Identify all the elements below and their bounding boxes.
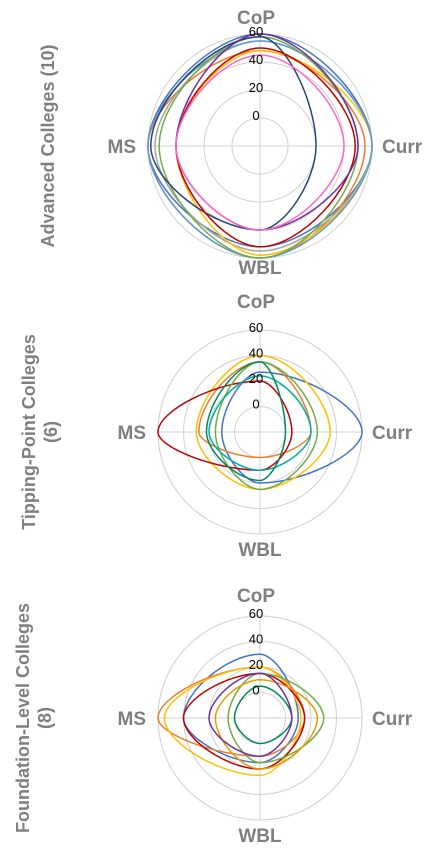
- tick-label: 40: [249, 632, 263, 647]
- axis-label-bottom: WBL: [238, 258, 282, 279]
- axis-label-left: MS: [108, 137, 137, 158]
- series-line: [227, 672, 325, 764]
- tick-label: 0: [252, 397, 259, 412]
- series-line: [198, 361, 312, 459]
- series-line: [208, 375, 312, 472]
- tick-label: 20: [249, 80, 263, 95]
- panel-title-line: Foundation-Level Colleges: [13, 603, 33, 833]
- series-line: [163, 666, 302, 777]
- panel-title-line: Advanced Colleges (10): [38, 44, 58, 247]
- tick-label: 60: [249, 606, 263, 621]
- axis-label-right: Curr: [382, 137, 423, 158]
- tick-label: 60: [249, 320, 263, 335]
- series-line: [214, 361, 319, 491]
- panel-title-line: Tipping-Point Colleges: [19, 334, 39, 530]
- radar-panel-2: 0 20 40 60 CoP Curr WBL MS Tipping-Point College…: [19, 292, 413, 561]
- axis-label-left: MS: [118, 423, 147, 444]
- tick-label: 60: [249, 24, 263, 39]
- panel-title-line: (8): [35, 707, 55, 729]
- tick-label: 20: [249, 657, 263, 672]
- series-line: [220, 371, 363, 484]
- tick-label: 40: [249, 346, 263, 361]
- tick-label: 0: [252, 683, 259, 698]
- axis-label-right: Curr: [372, 423, 413, 444]
- series-line: [214, 678, 319, 770]
- axis-label-top: CoP: [237, 8, 275, 29]
- axis-label-top: CoP: [237, 292, 275, 313]
- axis-label-left: MS: [118, 709, 147, 730]
- series-line: [175, 47, 356, 248]
- panel-title: Foundation-Level Colleges (8): [13, 603, 55, 833]
- axis-label-right: Curr: [372, 709, 413, 730]
- series-line: [175, 54, 345, 231]
- series-line: [157, 380, 293, 472]
- series-line: [205, 361, 287, 482]
- series-line: [233, 685, 293, 745]
- panel-title: Tipping-Point Colleges (6): [19, 334, 61, 530]
- panel-title-line: (6): [41, 421, 61, 443]
- axis-label-bottom: WBL: [238, 826, 282, 847]
- series-line: [208, 672, 293, 758]
- axis-label-bottom: WBL: [238, 540, 282, 561]
- axis-label-top: CoP: [237, 586, 275, 607]
- tick-label: 20: [249, 371, 263, 386]
- tick-label: 0: [252, 108, 259, 123]
- series-line: [182, 672, 306, 770]
- tick-label: 40: [249, 52, 263, 67]
- panel-title: Advanced Colleges (10): [38, 44, 58, 247]
